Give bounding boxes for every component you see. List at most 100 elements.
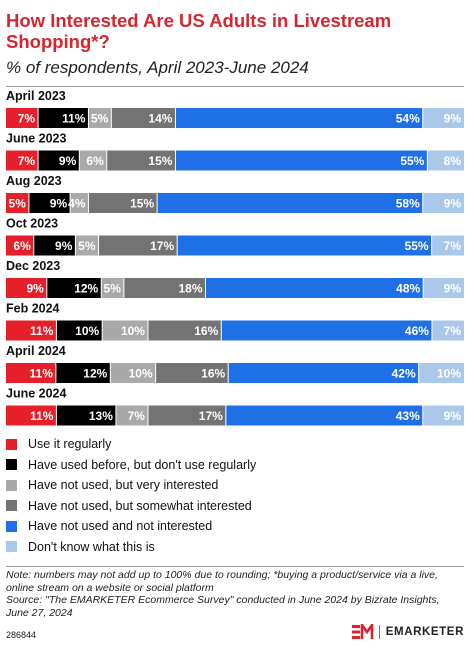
data-label: 8% (444, 154, 462, 168)
bar-segment (115, 405, 148, 426)
data-label: 11% (30, 367, 54, 381)
bar-segment (102, 320, 148, 341)
data-label: 10% (121, 324, 145, 338)
bar-segment (431, 235, 464, 256)
data-label: 5% (91, 112, 109, 126)
bar-segment (431, 320, 464, 341)
segment-separator (101, 320, 103, 341)
data-label: 43% (396, 409, 420, 423)
bar-segment (33, 235, 76, 256)
top-divider (6, 86, 464, 87)
brand-separator (378, 625, 380, 639)
segment-separator (87, 193, 89, 213)
source-text: Source: "The EMARKETER Ecommerce Survey"… (6, 594, 440, 619)
bar-segment (6, 108, 39, 128)
bar-segment (225, 405, 423, 426)
data-label: 9% (59, 154, 77, 168)
segment-separator (431, 235, 433, 256)
bottom-divider (6, 566, 464, 567)
segment-separator (174, 108, 176, 128)
category-label: Feb 2024 (6, 302, 60, 316)
segment-separator (422, 193, 424, 213)
segment-separator (156, 193, 158, 213)
segment-separator (55, 363, 57, 383)
segment-separator (110, 108, 112, 128)
segment-separator (422, 278, 424, 298)
bar-segment (28, 193, 71, 213)
data-label: 17% (150, 239, 174, 253)
data-label: 54% (396, 112, 420, 126)
segment-separator (100, 278, 102, 298)
segment-separator (98, 235, 100, 256)
bar-segment (123, 278, 206, 298)
bar-segment (147, 320, 222, 341)
data-label: 12% (83, 367, 107, 381)
data-label: 7% (444, 239, 462, 253)
bar-segment (175, 150, 428, 171)
category-label: June 2023 (6, 132, 67, 146)
data-label: 9% (444, 282, 462, 296)
data-label: 14% (148, 112, 172, 126)
data-label: 9% (26, 282, 44, 296)
legend-swatch (6, 459, 17, 471)
legend-label: Have not used and not interested (28, 519, 213, 534)
segment-separator (74, 235, 76, 256)
bar-segment (6, 193, 29, 213)
segment-separator (174, 150, 176, 171)
segment-separator (220, 320, 222, 341)
bar-segment (56, 320, 103, 341)
segment-separator (69, 193, 71, 213)
data-label: 5% (9, 197, 27, 211)
segment-separator (422, 108, 424, 128)
legend-label: Use it regularly (28, 437, 112, 452)
segment-separator (227, 363, 229, 383)
data-label: 15% (148, 154, 172, 168)
stacked-bar-chart: April 2023 7% 11% 5% 14% 54% 9% June 2023 7% 9% 6%… (6, 89, 464, 426)
legend-label: Have not used, but somewhat interested (28, 498, 252, 513)
segment-separator (37, 108, 39, 128)
data-label: 13% (89, 409, 113, 423)
data-label: 5% (78, 239, 96, 253)
bar-segment (418, 363, 464, 383)
category-label: Aug 2023 (6, 174, 62, 188)
bar-segment (422, 193, 464, 213)
bar-segment (75, 235, 99, 256)
bar-segment (427, 150, 464, 171)
bar-segment (175, 108, 423, 128)
data-label: 9% (55, 239, 73, 253)
data-label: 9% (444, 112, 462, 126)
segment-separator (109, 363, 111, 383)
bar-segment (110, 363, 156, 383)
data-label: 7% (18, 112, 36, 126)
legend-swatch (6, 520, 17, 532)
segment-separator (78, 150, 80, 171)
segment-separator (123, 278, 125, 298)
data-label: 6% (86, 154, 104, 168)
segment-separator (147, 405, 149, 426)
bar-segment (38, 150, 80, 171)
legend-label: Don't know what this is (28, 539, 155, 554)
category-label: April 2023 (6, 89, 66, 103)
segment-separator (115, 405, 117, 426)
data-label: 46% (405, 324, 429, 338)
segment-separator (225, 405, 227, 426)
data-label: 4% (68, 197, 86, 211)
bar-segment (6, 150, 39, 171)
category-label: Dec 2023 (6, 259, 60, 273)
bar-segment (157, 193, 423, 213)
bar-segment (88, 108, 112, 128)
bar-segment (111, 108, 176, 128)
legend-item: Have used before, but don't use regularl… (6, 455, 256, 476)
bar-segment (221, 320, 432, 341)
bar-segment (423, 278, 464, 298)
data-label: 15% (130, 197, 154, 211)
bar-segment (6, 278, 47, 298)
bar-segment (6, 363, 56, 383)
legend-swatch (6, 541, 17, 553)
legend-swatch (6, 479, 17, 491)
category-label: Oct 2023 (6, 217, 58, 231)
bar-segment (6, 235, 34, 256)
segment-separator (426, 150, 428, 171)
data-label: 7% (18, 154, 36, 168)
data-label: 11% (30, 324, 54, 338)
